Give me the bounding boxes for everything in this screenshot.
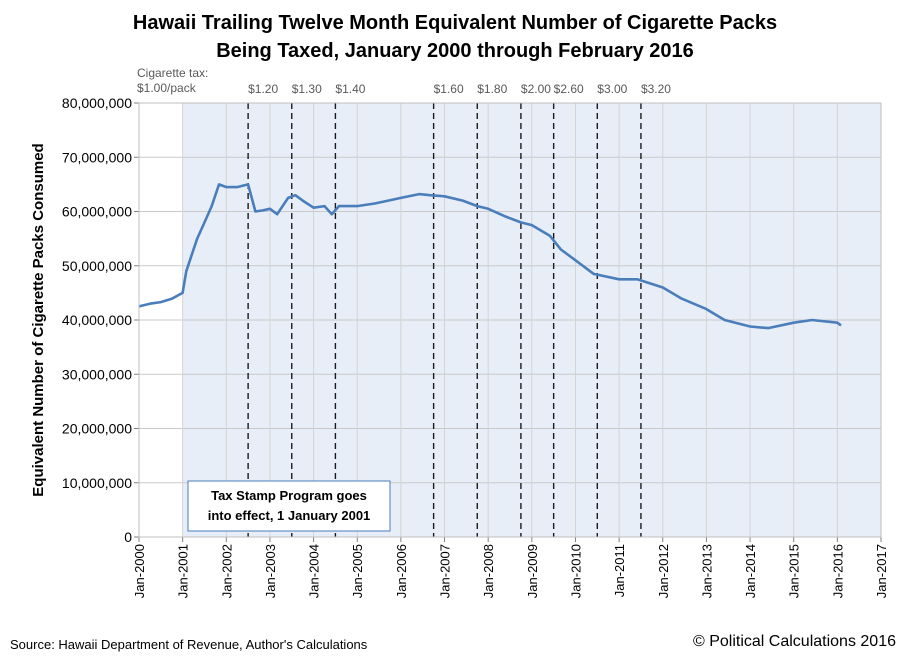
y-tick-label: 10,000,000 xyxy=(62,475,132,491)
tax-label: $2.60 xyxy=(554,82,584,96)
tax-header: $1.00/pack xyxy=(137,81,197,95)
x-tick-label: Jan-2012 xyxy=(656,544,671,598)
tax-label: $2.00 xyxy=(521,82,551,96)
x-tick-label: Jan-2011 xyxy=(612,544,627,597)
x-tick-label: Jan-2004 xyxy=(307,544,322,598)
chart-subtitle: Being Taxed, January 2000 through Februa… xyxy=(216,40,694,62)
y-tick-label: 20,000,000 xyxy=(62,421,132,437)
y-tick-label: 0 xyxy=(124,529,132,545)
x-tick-label: Jan-2015 xyxy=(787,544,802,598)
x-tick-label: Jan-2008 xyxy=(481,544,496,598)
tax-label: $1.30 xyxy=(292,82,322,96)
x-tick-label: Jan-2005 xyxy=(350,544,365,598)
x-tick-label: Jan-2002 xyxy=(219,544,234,598)
tax-label: $1.40 xyxy=(335,82,365,96)
x-tick-label: Jan-2013 xyxy=(699,544,714,598)
x-tick-label: Jan-2017 xyxy=(874,544,889,598)
series-line xyxy=(138,183,842,330)
y-tick-label: 80,000,000 xyxy=(62,95,132,111)
x-tick-label: Jan-2010 xyxy=(568,544,583,598)
plot-border xyxy=(138,102,882,538)
x-tick-label: Jan-2016 xyxy=(830,544,845,598)
x-tick-label: Jan-2006 xyxy=(394,544,409,598)
source-note: Source: Hawaii Department of Revenue, Au… xyxy=(10,637,368,652)
y-tick-label: 30,000,000 xyxy=(62,366,132,382)
tax-header: Cigarette tax: xyxy=(137,66,208,80)
y-axis-label: Equivalent Number of Cigarette Packs Con… xyxy=(30,143,47,496)
tax-label: $1.20 xyxy=(248,82,278,96)
tax-label: $1.80 xyxy=(477,82,507,96)
x-tick-label: Jan-2003 xyxy=(263,544,278,598)
tax-label: $3.20 xyxy=(641,82,671,96)
chart-title: Hawaii Trailing Twelve Month Equivalent … xyxy=(132,12,778,34)
annotation-box xyxy=(187,480,391,532)
annotation-text: Tax Stamp Program goes xyxy=(211,488,367,503)
x-tick-label: Jan-2014 xyxy=(743,544,758,598)
copyright-note: © Political Calculations 2016 xyxy=(692,633,896,650)
tax-label: $1.60 xyxy=(434,82,464,96)
annotation-text: into effect, 1 January 2001 xyxy=(208,508,371,523)
x-tick-label: Jan-2001 xyxy=(176,544,191,598)
x-tick-label: Jan-2000 xyxy=(132,544,147,598)
y-tick-label: 40,000,000 xyxy=(62,312,132,328)
y-tick-label: 70,000,000 xyxy=(62,149,132,165)
y-tick-label: 60,000,000 xyxy=(62,204,132,220)
y-tick-label: 50,000,000 xyxy=(62,258,132,274)
x-tick-label: Jan-2007 xyxy=(438,544,453,598)
tax-label: $3.00 xyxy=(597,82,627,96)
x-tick-label: Jan-2009 xyxy=(525,544,540,598)
